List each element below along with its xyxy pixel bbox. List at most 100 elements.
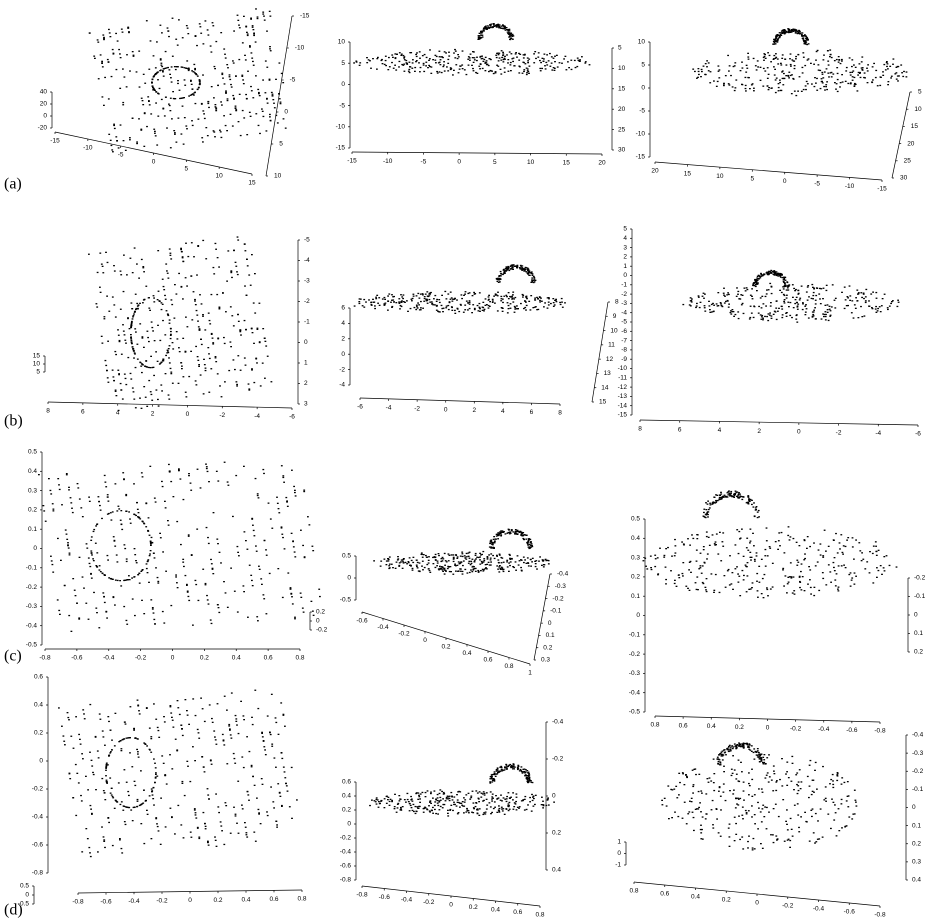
point	[145, 286, 147, 287]
point	[154, 763, 156, 764]
point	[735, 568, 737, 569]
point	[402, 568, 404, 569]
point	[113, 125, 115, 126]
point	[388, 565, 390, 566]
point	[153, 787, 155, 788]
point	[489, 546, 491, 547]
point	[147, 337, 149, 338]
point	[86, 548, 88, 549]
point	[168, 348, 170, 349]
point	[808, 566, 810, 567]
point	[194, 760, 196, 761]
point	[892, 64, 894, 65]
point	[855, 576, 857, 577]
point	[271, 92, 273, 93]
point	[303, 612, 305, 613]
point	[165, 571, 167, 572]
point	[248, 800, 250, 801]
tick-label: 0.2	[631, 574, 640, 581]
point	[171, 81, 173, 82]
point	[205, 464, 207, 465]
point	[138, 710, 140, 711]
point	[784, 302, 786, 303]
tick-label: 0.2	[543, 644, 552, 651]
point	[504, 56, 506, 57]
point	[137, 799, 139, 800]
point	[472, 304, 474, 305]
point	[237, 552, 239, 553]
point	[243, 83, 245, 84]
point	[528, 272, 530, 273]
point	[75, 595, 77, 596]
point	[53, 510, 55, 511]
point	[133, 357, 135, 358]
point	[319, 596, 321, 597]
point	[113, 536, 115, 537]
tick-label: 8	[46, 408, 50, 415]
point	[864, 568, 866, 569]
point	[130, 334, 132, 335]
point	[224, 54, 226, 55]
point	[566, 69, 568, 70]
point	[105, 360, 107, 361]
point	[479, 564, 481, 565]
point	[821, 72, 823, 73]
point	[766, 589, 768, 590]
point	[157, 325, 159, 326]
point	[126, 807, 128, 808]
point	[754, 561, 756, 562]
point	[469, 558, 471, 559]
point	[726, 294, 728, 295]
tick-label: 10	[527, 159, 535, 166]
point	[183, 499, 185, 500]
point	[80, 744, 82, 745]
point	[851, 300, 853, 301]
point	[394, 53, 396, 54]
point	[99, 287, 101, 288]
point	[847, 537, 849, 538]
point	[187, 715, 189, 716]
point	[851, 66, 853, 67]
point	[478, 310, 480, 311]
point	[478, 572, 480, 573]
point	[114, 808, 116, 809]
point	[720, 492, 722, 493]
point	[735, 314, 737, 315]
point	[126, 558, 128, 559]
point	[539, 297, 541, 298]
tick-label: 20	[618, 106, 626, 113]
point	[496, 57, 498, 58]
point	[447, 70, 449, 71]
point	[186, 710, 188, 711]
point	[861, 560, 863, 561]
point	[312, 550, 314, 551]
point	[479, 308, 481, 309]
point	[474, 308, 476, 309]
point	[827, 61, 829, 62]
tick-label: -0.8	[39, 655, 51, 662]
point	[766, 587, 768, 588]
point	[166, 310, 168, 311]
point	[126, 620, 128, 621]
point	[138, 517, 140, 518]
point	[796, 322, 798, 323]
point	[198, 838, 200, 839]
point	[530, 559, 532, 560]
point	[775, 43, 777, 44]
point	[547, 308, 549, 309]
point	[571, 69, 573, 70]
point	[825, 314, 827, 315]
point	[191, 555, 193, 556]
point	[184, 795, 186, 796]
point	[506, 267, 508, 268]
point	[261, 778, 263, 779]
point	[507, 62, 509, 63]
point	[402, 298, 404, 299]
point	[795, 58, 797, 59]
point	[819, 298, 821, 299]
point	[436, 299, 438, 300]
point	[868, 300, 870, 301]
point	[854, 584, 856, 585]
point	[203, 113, 205, 114]
point	[752, 285, 754, 286]
